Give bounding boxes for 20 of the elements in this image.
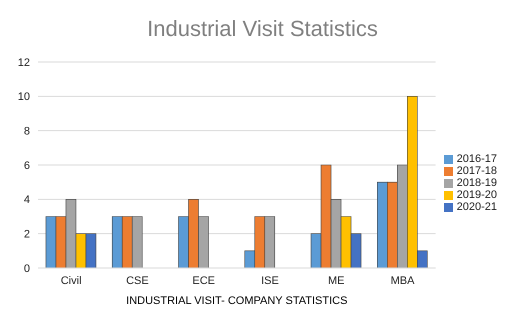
- y-tick-label: 8: [24, 126, 30, 138]
- legend-label: 2017-18: [456, 165, 497, 177]
- legend-label: 2016-17: [456, 153, 497, 165]
- chart-title: Industrial Visit Statistics: [146, 15, 379, 43]
- legend-label: 2020-21: [456, 201, 497, 213]
- y-tick-label: 0: [24, 262, 30, 275]
- x-tick-label: ME: [328, 274, 344, 287]
- y-tick-label: 12: [18, 56, 30, 69]
- x-tick-label: Civil: [60, 274, 82, 287]
- legend-label: 2019-20: [456, 189, 497, 201]
- y-tick-label: 2: [24, 228, 30, 241]
- y-tick-label: 10: [18, 91, 30, 104]
- x-tick-label: CSE: [126, 274, 149, 287]
- x-axis-title: INDUSTRIAL VISIT- COMPANY STATISTICS: [126, 294, 348, 307]
- y-tick-label: 6: [24, 160, 30, 172]
- legend-label: 2018-19: [456, 177, 497, 189]
- x-tick-label: ISE: [261, 274, 279, 287]
- y-tick-label: 4: [24, 194, 30, 206]
- x-tick-label: MBA: [390, 274, 416, 287]
- x-tick-label: ECE: [192, 274, 215, 287]
